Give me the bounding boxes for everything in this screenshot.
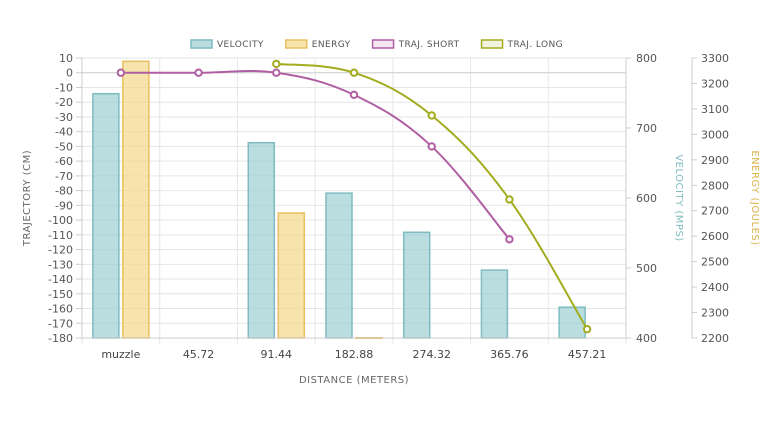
y-tick-label: -40: [55, 126, 73, 139]
energy-tick-label: 2900: [701, 154, 729, 167]
energy-tick-label: 2300: [701, 307, 729, 320]
traj-long-point: [272, 59, 281, 69]
energy-tick-label: 2400: [701, 281, 729, 294]
traj-long-point: [427, 111, 436, 120]
velocity-legend-label: VELOCITY: [217, 40, 264, 50]
traj-long-point: [505, 195, 514, 204]
energy-tick-label: 3200: [701, 77, 729, 90]
energy-legend-label: ENERGY: [312, 40, 351, 50]
energy-tick-label: 2500: [701, 256, 729, 269]
y-tick-label: -80: [55, 185, 73, 198]
traj-short-legend-swatch: [371, 39, 395, 49]
velocity-tick-label: 700: [636, 122, 657, 135]
y-tick-label: -130: [48, 258, 73, 271]
y-tick-label: -20: [55, 96, 73, 109]
x-axis-title: DISTANCE (METERS): [299, 375, 409, 386]
energy-bar: [277, 212, 306, 339]
velocity-legend-swatch: [190, 39, 213, 49]
traj-short-point: [116, 68, 126, 77]
y-tick-label: -170: [48, 317, 73, 330]
y-tick-label: 10: [59, 52, 73, 65]
x-tick-label: 182.88: [335, 348, 374, 361]
y-tick-label: -120: [48, 244, 73, 257]
y-tick-label: -100: [48, 214, 73, 227]
x-tick-label: 274.32: [412, 348, 451, 361]
grid: [81, 57, 627, 344]
y-tick-label: -30: [55, 111, 73, 124]
traj-short-legend-label: TRAJ. SHORT: [398, 40, 460, 50]
energy-tick-label: 3000: [701, 128, 729, 141]
velocity-tick-label: 500: [636, 262, 657, 275]
energy-tick-label: 2600: [701, 230, 729, 243]
x-tick-label: muzzle: [101, 348, 140, 361]
y-tick-label: -150: [48, 288, 73, 301]
traj-short-point: [272, 68, 281, 77]
velocity-tick-label: 600: [636, 192, 657, 205]
traj-short-point: [194, 68, 203, 77]
velocity-bar: [558, 306, 586, 339]
y-tick-label: -180: [48, 332, 73, 345]
energy-tick-label: 2700: [701, 205, 729, 218]
traj-long-point: [349, 68, 359, 77]
traj-short-point: [349, 90, 359, 100]
y-axis-title: TRAJECTORY (CM): [22, 150, 33, 247]
traj-short-point: [505, 235, 514, 244]
y-tick-label: -140: [48, 273, 73, 286]
x-tick-label: 45.72: [183, 348, 215, 361]
velocity-axis-title: VELOCITY (MPS): [673, 154, 684, 241]
energy-tick-label: 2800: [701, 179, 729, 192]
velocity-bar: [92, 92, 120, 339]
x-tick-label: 365.76: [490, 348, 529, 361]
velocity-tick-label: 800: [636, 52, 657, 65]
energy-bar: [122, 60, 150, 339]
traj-long-legend-swatch: [480, 39, 504, 49]
y-tick-label: -50: [55, 140, 73, 153]
energy-tick-label: 3100: [701, 103, 729, 116]
y-tick-label: -110: [48, 229, 73, 242]
velocity-bar: [247, 141, 276, 339]
lines: [116, 59, 592, 334]
y-tick-label: -160: [48, 303, 73, 316]
bars: [92, 60, 586, 339]
energy-legend-swatch: [285, 39, 308, 49]
traj-long-legend-label: TRAJ. LONG: [507, 40, 563, 50]
velocity-bar: [480, 269, 509, 339]
traj-long-point: [582, 324, 592, 334]
energy-tick-label: 2200: [701, 332, 729, 345]
velocity-bar: [402, 231, 431, 339]
y-tick-label: -60: [55, 155, 73, 168]
traj-long-line: [276, 62, 589, 330]
legend: VELOCITY ENERGY TRAJ. SHORT TRAJ. LONG: [190, 39, 563, 50]
energy-axis-title: ENERGY (JOULES): [749, 150, 760, 245]
y-tick-label: -90: [55, 199, 73, 212]
velocity-bar: [325, 192, 353, 339]
x-tick-label: 457.21: [568, 348, 607, 361]
traj-short-point: [427, 142, 436, 151]
energy-tick-label: 3300: [701, 52, 729, 65]
y-tick-label: 0: [66, 67, 73, 80]
y-tick-label: -70: [55, 170, 73, 183]
axes: 10 0-10 -20 -30 -40-50 -60 -70 -80-90 -100 -110 -1…: [22, 52, 760, 361]
velocity-tick-label: 400: [636, 332, 657, 345]
y-tick-label: -10: [55, 81, 73, 94]
x-tick-label: 91.44: [261, 348, 293, 361]
